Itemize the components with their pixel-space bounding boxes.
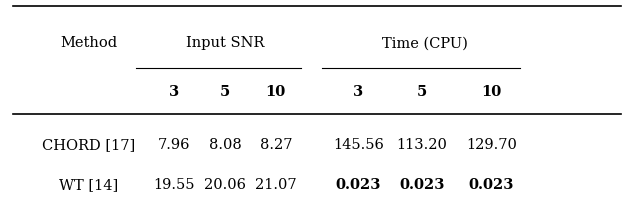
Text: 21.07: 21.07	[255, 178, 297, 192]
Text: 5: 5	[417, 85, 427, 99]
Text: 129.70: 129.70	[466, 138, 517, 152]
Text: 8.08: 8.08	[209, 138, 242, 152]
Text: CHORD [17]: CHORD [17]	[42, 138, 136, 152]
Text: 10: 10	[266, 85, 286, 99]
Text: 5: 5	[220, 85, 230, 99]
Text: 145.56: 145.56	[333, 138, 384, 152]
Text: 3: 3	[169, 85, 179, 99]
Text: 113.20: 113.20	[396, 138, 447, 152]
Text: 0.023: 0.023	[335, 178, 381, 192]
Text: Time (CPU): Time (CPU)	[382, 36, 468, 50]
Text: 7.96: 7.96	[158, 138, 191, 152]
Text: 20.06: 20.06	[204, 178, 246, 192]
Text: 0.023: 0.023	[469, 178, 514, 192]
Text: 19.55: 19.55	[153, 178, 195, 192]
Text: WT [14]: WT [14]	[59, 178, 119, 192]
Text: 10: 10	[481, 85, 501, 99]
Text: 0.023: 0.023	[399, 178, 444, 192]
Text: Method: Method	[60, 36, 117, 50]
Text: 8.27: 8.27	[259, 138, 292, 152]
Text: 3: 3	[353, 85, 363, 99]
Text: Input SNR: Input SNR	[186, 36, 264, 50]
